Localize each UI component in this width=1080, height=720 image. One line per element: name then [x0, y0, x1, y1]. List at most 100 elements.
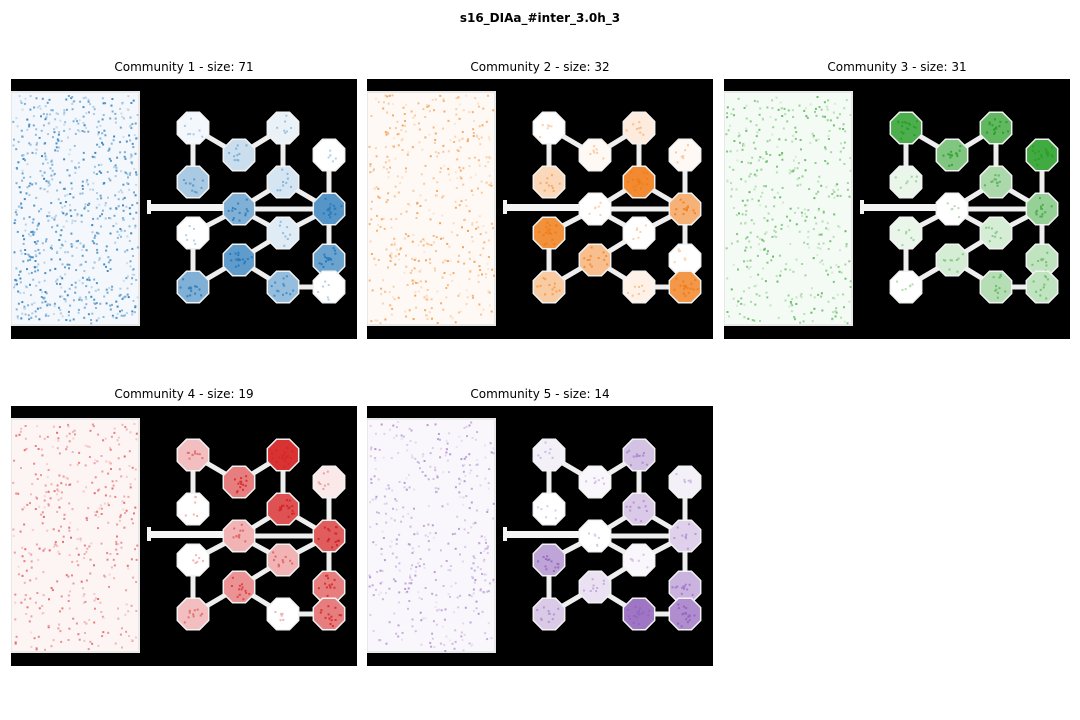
activity-dot [440, 302, 443, 305]
activity-dot [756, 254, 759, 257]
activity-dot [423, 566, 426, 569]
activity-dot [725, 133, 728, 136]
node-speck [330, 619, 333, 622]
activity-dot [463, 218, 466, 221]
activity-dot [97, 598, 100, 600]
activity-dot [21, 301, 24, 304]
activity-dot [390, 252, 393, 255]
activity-dot [111, 285, 114, 288]
activity-dot [92, 105, 95, 108]
activity-dot [74, 220, 77, 223]
activity-dot [29, 283, 31, 286]
activity-dot [29, 579, 32, 582]
node-speck [905, 122, 908, 125]
activity-dot [59, 312, 62, 315]
activity-dot [487, 161, 490, 163]
activity-dot [133, 311, 136, 314]
activity-dot [822, 263, 825, 266]
node-speck [677, 603, 680, 606]
activity-dot [803, 241, 806, 244]
activity-dot [74, 117, 77, 120]
activity-dot [47, 184, 50, 187]
node-speck [192, 613, 195, 616]
node-speck [675, 208, 678, 211]
node-speck [191, 454, 194, 457]
activity-dot [766, 140, 769, 143]
activity-dot [749, 246, 752, 249]
activity-dot [398, 258, 400, 261]
activity-dot [105, 288, 108, 291]
activity-dot [453, 141, 456, 143]
node-speck [245, 144, 248, 147]
inlet-cap [147, 527, 151, 541]
node-speck [179, 286, 182, 289]
activity-dot [70, 182, 73, 185]
node-speck [603, 258, 606, 261]
activity-dot [100, 225, 102, 228]
activity-dot [396, 175, 399, 178]
activity-dot [380, 553, 383, 556]
activity-dot [383, 559, 386, 562]
node-speck [241, 586, 244, 589]
activity-dot [18, 186, 21, 189]
activity-dot [832, 124, 835, 127]
node-speck [639, 231, 642, 233]
activity-dot [135, 558, 138, 561]
activity-dot [484, 632, 487, 635]
activity-dot [94, 302, 97, 305]
activity-dot [101, 213, 103, 216]
activity-dot [15, 279, 18, 282]
activity-dot [749, 173, 752, 175]
activity-dot [425, 242, 428, 245]
activity-dot [109, 259, 112, 262]
activity-dot [488, 468, 491, 471]
activity-dot [77, 161, 80, 164]
node-speck [683, 257, 686, 260]
activity-dot [84, 296, 87, 298]
node-speck [675, 151, 677, 154]
activity-dot [51, 178, 54, 181]
activity-dot [128, 635, 130, 637]
activity-dot [129, 125, 131, 128]
node-speck [276, 126, 279, 129]
activity-dot [827, 135, 830, 137]
activity-dot [81, 254, 84, 257]
activity-dot [12, 481, 15, 484]
activity-dot [34, 152, 37, 155]
activity-dot [28, 318, 31, 321]
activity-dot [433, 141, 436, 144]
activity-dot [131, 313, 134, 316]
node-speck [1045, 264, 1048, 267]
activity-dot [385, 201, 388, 204]
activity-dot [388, 291, 391, 293]
activity-dot [35, 648, 38, 651]
activity-dot [770, 259, 773, 262]
activity-dot [408, 309, 411, 312]
activity-dot [117, 198, 120, 201]
activity-dot [454, 640, 457, 643]
activity-dot [127, 176, 129, 179]
node-speck [336, 539, 339, 542]
node-speck [326, 594, 329, 597]
activity-dot [797, 207, 800, 210]
activity-dot [429, 218, 432, 221]
activity-dot [14, 593, 17, 596]
activity-dot [67, 594, 70, 597]
activity-dot [476, 135, 479, 138]
node-speck [553, 286, 556, 289]
activity-dot [457, 254, 460, 257]
activity-dot [375, 544, 377, 546]
activity-dot [19, 281, 22, 284]
activity-dot [65, 574, 68, 577]
activity-dot [423, 239, 426, 242]
activity-dot [113, 431, 116, 434]
activity-dot [420, 269, 422, 272]
activity-dot [24, 253, 27, 255]
activity-dot [776, 145, 779, 148]
activity-dot [427, 243, 430, 246]
activity-dot [457, 294, 460, 297]
activity-dot [114, 241, 117, 244]
activity-dot [485, 181, 488, 184]
node-speck [280, 614, 283, 617]
activity-dot [24, 97, 27, 100]
